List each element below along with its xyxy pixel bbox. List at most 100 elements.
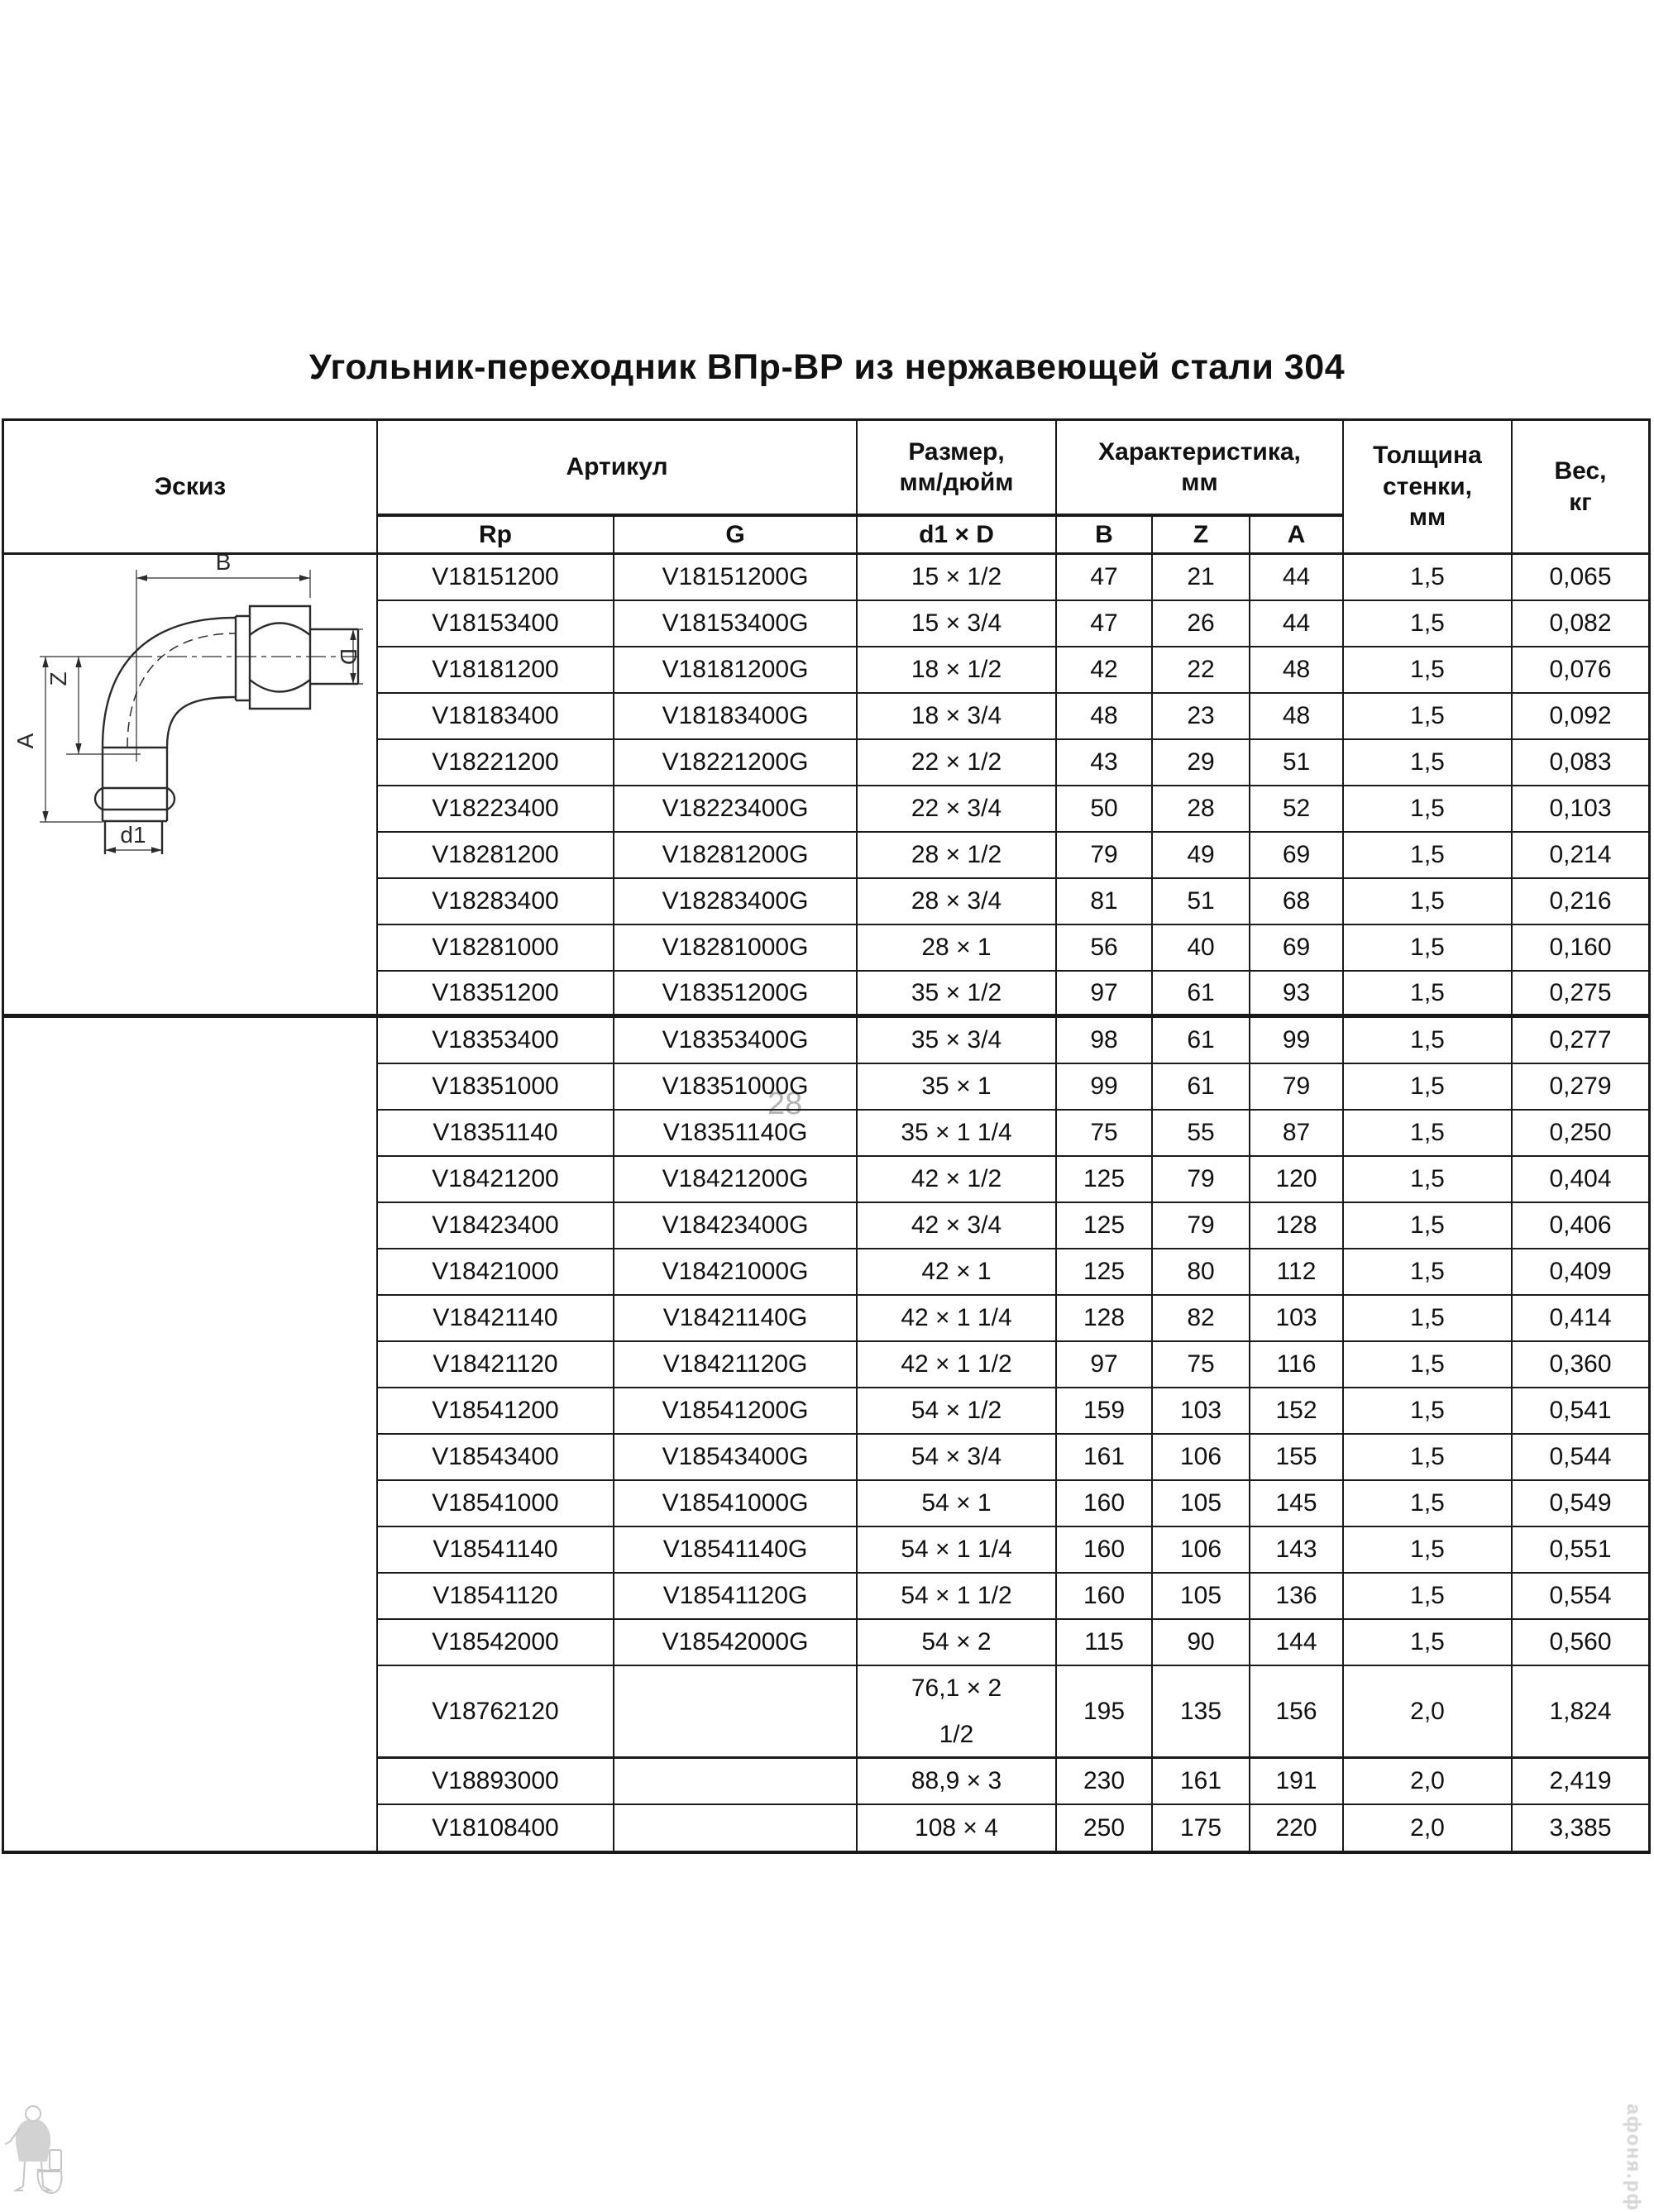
cell-size: 42 × 1 1/4 bbox=[858, 1296, 1057, 1342]
cell-g: V18541000G bbox=[614, 1481, 858, 1527]
page-title: Угольник-переходник ВПр-ВР из нержавеюще… bbox=[308, 347, 1346, 387]
cell-rp: V18421140 bbox=[378, 1296, 614, 1342]
cell-a: 152 bbox=[1250, 1388, 1344, 1435]
cell-rp: V18153400 bbox=[378, 601, 614, 647]
cell-a: 103 bbox=[1250, 1296, 1344, 1342]
cell-weight: 0,404 bbox=[1513, 1157, 1648, 1203]
cell-rp: V18541200 bbox=[378, 1388, 614, 1435]
cell-size: 35 × 1 1/4 bbox=[858, 1111, 1057, 1157]
cell-rp: V18283400 bbox=[378, 879, 614, 925]
cell-b: 115 bbox=[1057, 1620, 1153, 1666]
cell-z: 90 bbox=[1153, 1620, 1250, 1666]
cell-z: 61 bbox=[1153, 1064, 1250, 1111]
cell-b: 43 bbox=[1057, 740, 1153, 786]
cell-z: 103 bbox=[1153, 1388, 1250, 1435]
cell-a: 145 bbox=[1250, 1481, 1344, 1527]
cell-wall: 1,5 bbox=[1344, 833, 1513, 879]
cell-a: 144 bbox=[1250, 1620, 1344, 1666]
cell-wall: 1,5 bbox=[1344, 740, 1513, 786]
cell-wall: 1,5 bbox=[1344, 1435, 1513, 1481]
cell-wall: 1,5 bbox=[1344, 1388, 1513, 1435]
cell-z: 105 bbox=[1153, 1481, 1250, 1527]
cell-size: 28 × 3/4 bbox=[858, 879, 1057, 925]
cell-z: 61 bbox=[1153, 1018, 1250, 1064]
header-weight: Вес, кг bbox=[1513, 421, 1648, 555]
cell-weight: 0,549 bbox=[1513, 1481, 1648, 1527]
cell-rp: V18541140 bbox=[378, 1527, 614, 1574]
plumber-logo-watermark bbox=[4, 2105, 63, 2195]
dim-label-d: D bbox=[336, 648, 361, 665]
cell-size: 54 × 1/2 bbox=[858, 1388, 1057, 1435]
header-wall-thickness: Толщина стенки, мм bbox=[1344, 421, 1513, 555]
cell-weight: 0,083 bbox=[1513, 740, 1648, 786]
cell-b: 250 bbox=[1057, 1805, 1153, 1851]
cell-wall: 1,5 bbox=[1344, 1296, 1513, 1342]
cell-g: V18421140G bbox=[614, 1296, 858, 1342]
cell-weight: 0,544 bbox=[1513, 1435, 1648, 1481]
cell-a: 93 bbox=[1250, 972, 1344, 1018]
cell-b: 125 bbox=[1057, 1249, 1153, 1296]
cell-a: 155 bbox=[1250, 1435, 1344, 1481]
cell-wall: 1,5 bbox=[1344, 1018, 1513, 1064]
cell-size: 42 × 1/2 bbox=[858, 1157, 1057, 1203]
cell-weight: 3,385 bbox=[1549, 1813, 1612, 1842]
cell-g: V18351200G bbox=[614, 972, 858, 1018]
cell-z: 49 bbox=[1153, 833, 1250, 879]
cell-rp: V18541120 bbox=[378, 1574, 614, 1620]
cell-weight: 1,824 bbox=[1513, 1666, 1648, 1759]
cell-a: 191 bbox=[1250, 1759, 1344, 1805]
cell-b: 75 bbox=[1057, 1111, 1153, 1157]
header-z: Z bbox=[1153, 517, 1250, 555]
cell-b: 160 bbox=[1057, 1527, 1153, 1574]
cell-size: 54 × 2 bbox=[858, 1620, 1057, 1666]
cell-rp: V18543400 bbox=[378, 1435, 614, 1481]
cell-rp: V18762120 bbox=[378, 1666, 614, 1759]
cell-z: 28 bbox=[1153, 786, 1250, 833]
cell-b: 195 bbox=[1057, 1666, 1153, 1759]
cell-size: 22 × 1/2 bbox=[858, 740, 1057, 786]
cell-g: V18223400G bbox=[614, 786, 858, 833]
dim-label-z: Z bbox=[45, 671, 71, 686]
cell-z: 22 bbox=[1153, 647, 1250, 694]
header-b: B bbox=[1057, 517, 1153, 555]
cell-b: 47 bbox=[1057, 601, 1153, 647]
cell-g: V18541200G bbox=[614, 1388, 858, 1435]
cell-z: 55 bbox=[1153, 1111, 1250, 1157]
header-sketch: Эскиз bbox=[4, 421, 378, 555]
cell-g bbox=[614, 1805, 858, 1851]
cell-z: 135 bbox=[1153, 1666, 1250, 1759]
cell-size: 54 × 3/4 bbox=[858, 1435, 1057, 1481]
cell-a: 99 bbox=[1250, 1018, 1344, 1064]
cell-wall: 1,5 bbox=[1344, 694, 1513, 740]
cell-g: V18153400G bbox=[614, 601, 858, 647]
site-watermark: афоня.рф bbox=[1623, 2104, 1645, 2212]
cell-weight: 0,065 bbox=[1513, 555, 1648, 601]
cell-wall: 1,5 bbox=[1344, 1249, 1513, 1296]
cell-rp: V18421000 bbox=[378, 1249, 614, 1296]
cell-z: 75 bbox=[1153, 1342, 1250, 1388]
cell-z: 61 bbox=[1153, 972, 1250, 1018]
cell-b: 160 bbox=[1057, 1574, 1153, 1620]
cell-g: V18281000G bbox=[614, 925, 858, 972]
cell-b: 125 bbox=[1057, 1157, 1153, 1203]
cell-rp: V18353400 bbox=[378, 1018, 614, 1064]
cell-rp: V18423400 bbox=[378, 1203, 614, 1249]
cell-a: 44 bbox=[1250, 601, 1344, 647]
cell-g: V18541140G bbox=[614, 1527, 858, 1574]
cell-rp: V18351000 bbox=[378, 1064, 614, 1111]
cell-wall: 1,5 bbox=[1344, 1620, 1513, 1666]
cell-weight: 0,541 bbox=[1513, 1388, 1648, 1435]
cell-b: 97 bbox=[1057, 972, 1153, 1018]
cell-z: 80 bbox=[1153, 1249, 1250, 1296]
cell-b: 48 bbox=[1057, 694, 1153, 740]
cell-a: 69 bbox=[1250, 833, 1344, 879]
sketch-cell: B A Z bbox=[4, 555, 378, 1018]
cell-z: 23 bbox=[1153, 694, 1250, 740]
cell-b: 161 bbox=[1057, 1435, 1153, 1481]
cell-a: 44 bbox=[1250, 555, 1344, 601]
cell-wall: 1,5 bbox=[1344, 1157, 1513, 1203]
cell-a: 128 bbox=[1250, 1203, 1344, 1249]
cell-a: 68 bbox=[1250, 879, 1344, 925]
cell-wall: 2,0 bbox=[1344, 1666, 1513, 1759]
cell-size: 18 × 3/4 bbox=[858, 694, 1057, 740]
